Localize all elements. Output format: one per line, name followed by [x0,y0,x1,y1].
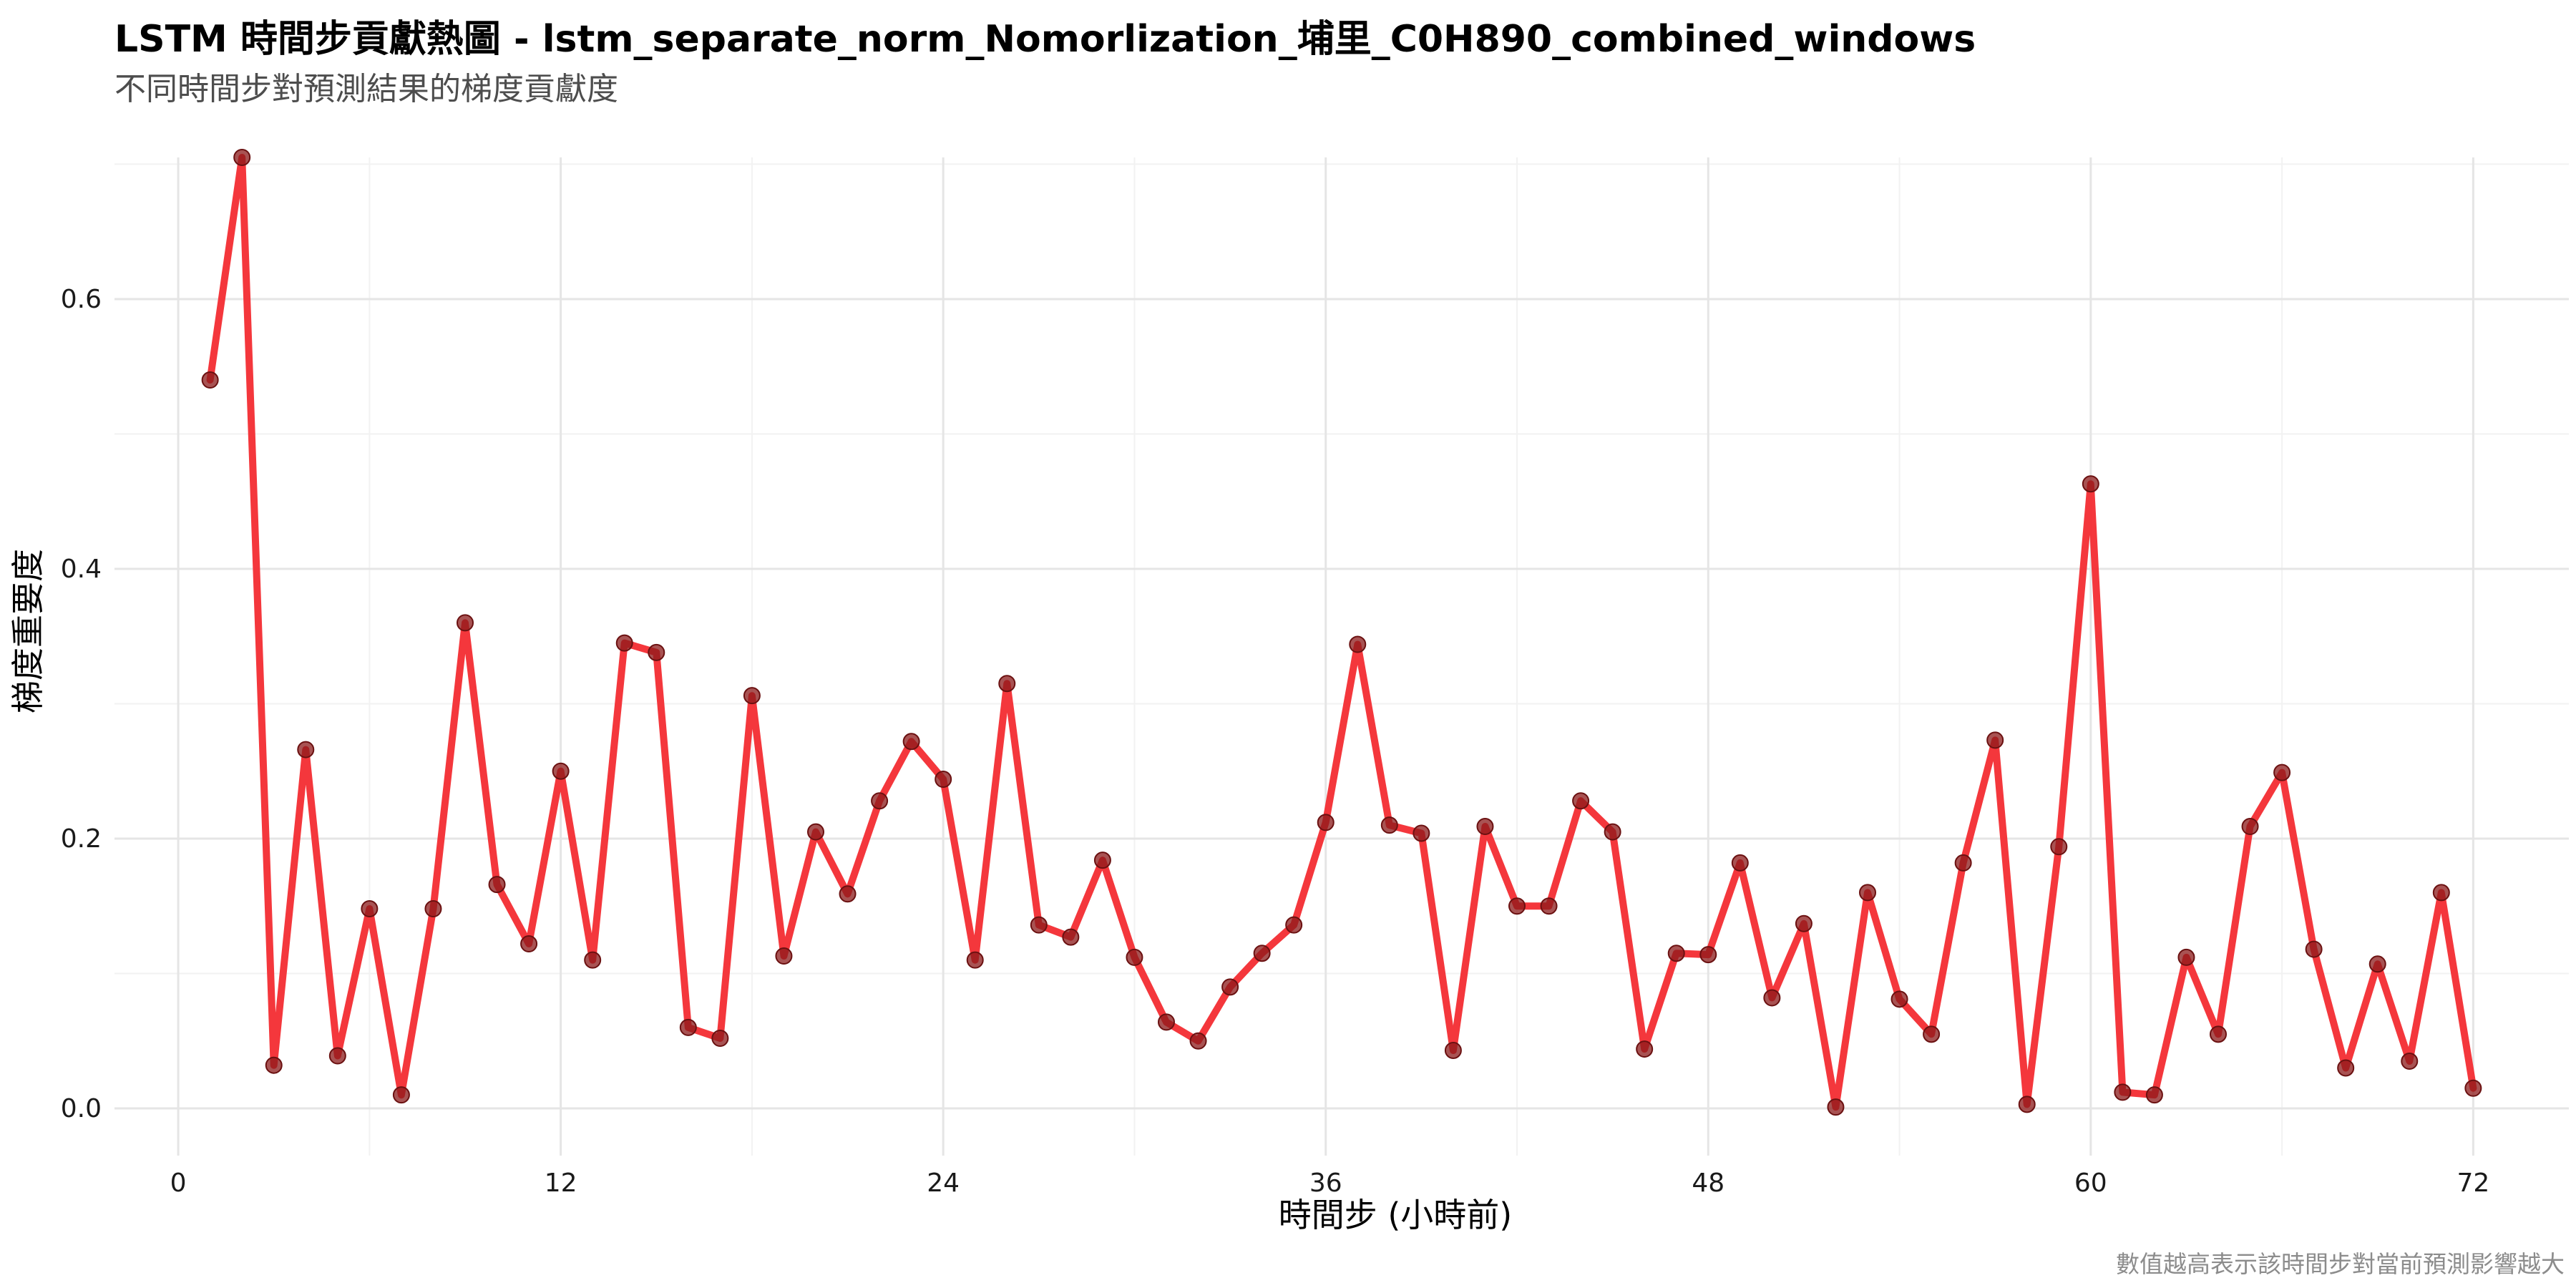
data-point [552,762,570,780]
data-point [2050,838,2068,856]
data-point [1253,945,1271,962]
data-point [2018,1096,2036,1113]
data-point [1604,823,1621,841]
data-point [2305,940,2323,958]
data-point [297,741,315,758]
data-point [679,1018,697,1036]
tick-labels: 0 12 24 36 48 60 72 0.0 0.2 0.4 0.6 [61,285,2490,1198]
data-point [1508,897,1526,915]
data-point [2464,1079,2482,1097]
data-point [488,876,506,894]
data-point [328,1047,346,1065]
data-point [1349,635,1367,653]
data-point [2114,1083,2132,1101]
series [201,149,2482,1116]
data-point [743,687,761,705]
x-tick-label: 72 [2457,1169,2489,1198]
data-point [1062,928,1080,946]
data-point [1285,916,1303,934]
data-point [2401,1053,2419,1070]
data-point [1317,814,1335,831]
data-point [966,951,984,969]
x-axis-title: 時間步 (小時前) [1279,1196,1513,1234]
chart-caption: 數值越高表示該時間步對當前預測影響越大 [2116,1250,2565,1278]
data-point [902,733,920,751]
x-tick-label: 0 [170,1169,187,1198]
data-point [1572,792,1590,810]
y-tick-label: 0.4 [61,555,102,584]
x-tick-label: 12 [545,1169,577,1198]
data-point [648,643,665,661]
data-point [2241,818,2259,836]
data-point [233,149,251,166]
data-point [1221,978,1239,996]
data-point [424,900,442,918]
data-point [1954,854,1972,872]
data-point [2273,763,2291,781]
grid [114,157,2569,1156]
chart-title: LSTM 時間步貢獻熱圖 - lstm_separate_norm_Nomorl… [114,18,1976,61]
data-point [1699,946,1717,964]
data-point [1986,731,2004,749]
y-axis-title: 梯度重要度 [9,549,47,713]
data-point [1126,948,1143,966]
data-point [807,823,824,841]
data-point [1413,824,1430,842]
data-point [2432,884,2450,902]
data-point [2082,475,2099,493]
data-point [1795,914,1813,932]
data-point [1859,884,1876,902]
data-point [2368,955,2386,973]
x-tick-label: 24 [927,1169,960,1198]
data-point [1476,818,1494,836]
data-point [457,614,474,632]
data-point [201,371,219,389]
data-point [2177,948,2195,966]
data-point [1763,989,1781,1007]
data-point [1444,1041,1462,1059]
data-point [1731,854,1749,872]
data-point [1540,897,1558,915]
data-point [1093,852,1111,869]
data-point [1667,945,1685,962]
y-tick-label: 0.0 [61,1094,102,1123]
data-point [2145,1086,2163,1104]
series-line [206,154,2477,1111]
chart-subtitle: 不同時間步對預測結果的梯度貢獻度 [114,71,618,107]
data-point [520,935,538,953]
y-tick-label: 0.6 [61,285,102,314]
data-point [361,900,379,918]
data-point [265,1056,283,1074]
data-point [615,634,633,652]
data-point [711,1029,729,1047]
data-point [2337,1059,2355,1077]
data-point [871,792,889,810]
x-tick-label: 36 [1309,1169,1342,1198]
data-point [998,675,1016,693]
x-tick-label: 48 [1692,1169,1724,1198]
data-point [1158,1013,1175,1031]
data-point [1030,916,1048,934]
data-point [1189,1032,1207,1050]
data-point [935,771,952,789]
x-tick-label: 60 [2074,1169,2107,1198]
data-point [839,885,857,903]
data-point [1923,1025,1941,1043]
data-point [2210,1025,2227,1043]
data-point [1890,990,1908,1008]
y-tick-label: 0.2 [61,824,102,854]
data-point [1827,1098,1845,1116]
data-point [584,951,602,969]
data-point [1380,816,1398,834]
data-point [392,1086,410,1104]
data-point [1636,1040,1654,1058]
data-point [775,947,793,965]
